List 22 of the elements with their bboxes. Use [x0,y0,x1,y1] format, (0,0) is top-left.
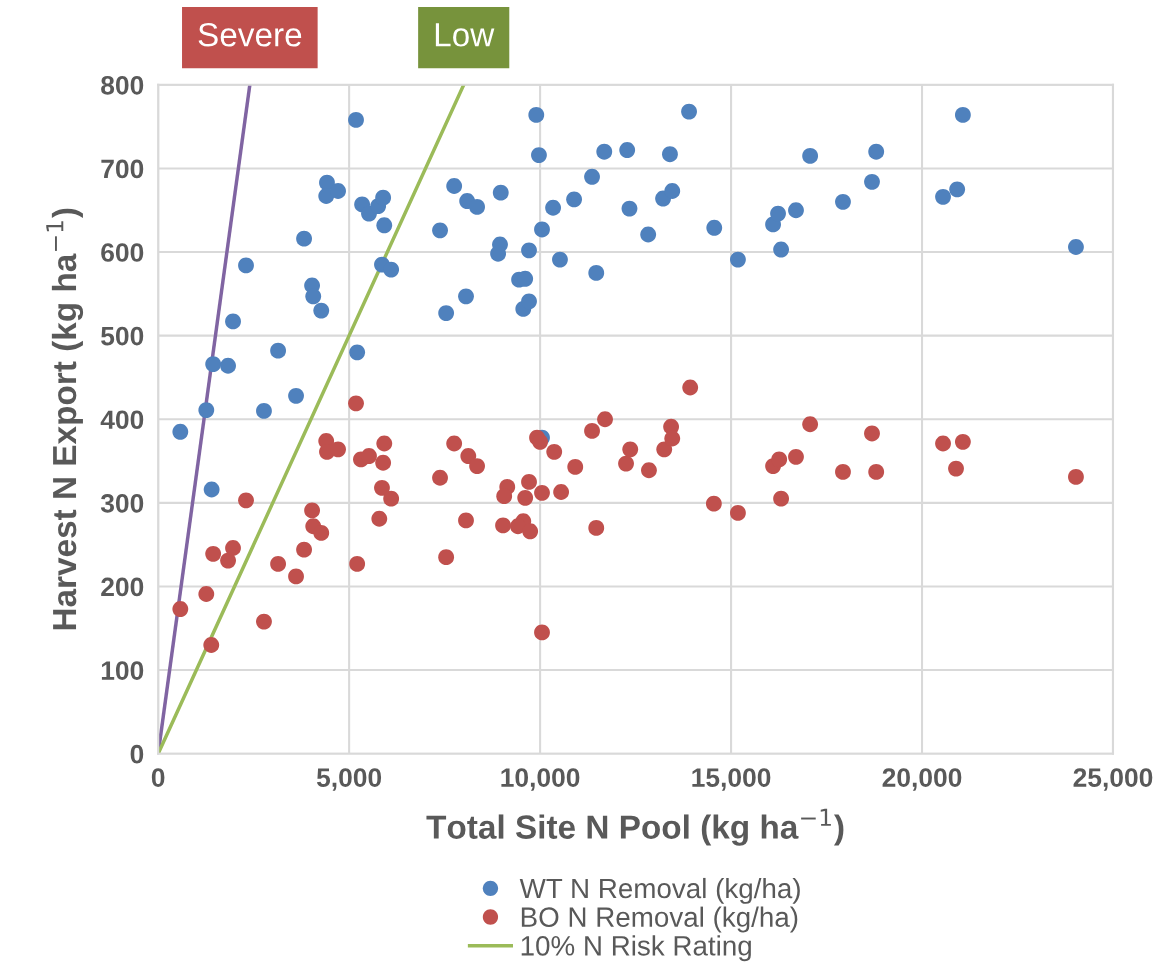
annotation: Low [435,23,495,47]
x-tick-label: 10,000 [501,768,580,791]
x-tick-label: 20,000 [882,768,962,791]
legend-label: WT N Removal (kg/ha) [519,877,800,904]
annotation: Severe [198,22,302,47]
x-tick-label: 25,000 [1073,768,1153,791]
legend-label: BO N Removal (kg/ha) [521,906,798,933]
y-tick-label: 0 [130,744,144,764]
legend-label: 10% N Risk Rating [521,935,751,962]
y-tick-label: 600 [101,243,144,262]
x-tick-label: 0 [151,768,165,787]
x-axis-title: Total Site N Pool (kg ha$^{−1}$) [426,808,844,846]
y-tick-label: 200 [101,577,144,597]
y-tick-label: 800 [101,75,144,95]
x-tick-label: 5,000 [316,768,382,791]
y-tick-label: 300 [100,493,144,513]
y-axis-title: Harvest N Export (kg ha$^{−1}$) [46,208,84,630]
y-tick-label: 500 [101,326,144,346]
y-tick-label: 100 [101,661,144,680]
y-tick-label: 700 [101,159,144,179]
y-tick-label: 400 [100,410,144,430]
x-tick-label: 15,000 [692,768,771,791]
